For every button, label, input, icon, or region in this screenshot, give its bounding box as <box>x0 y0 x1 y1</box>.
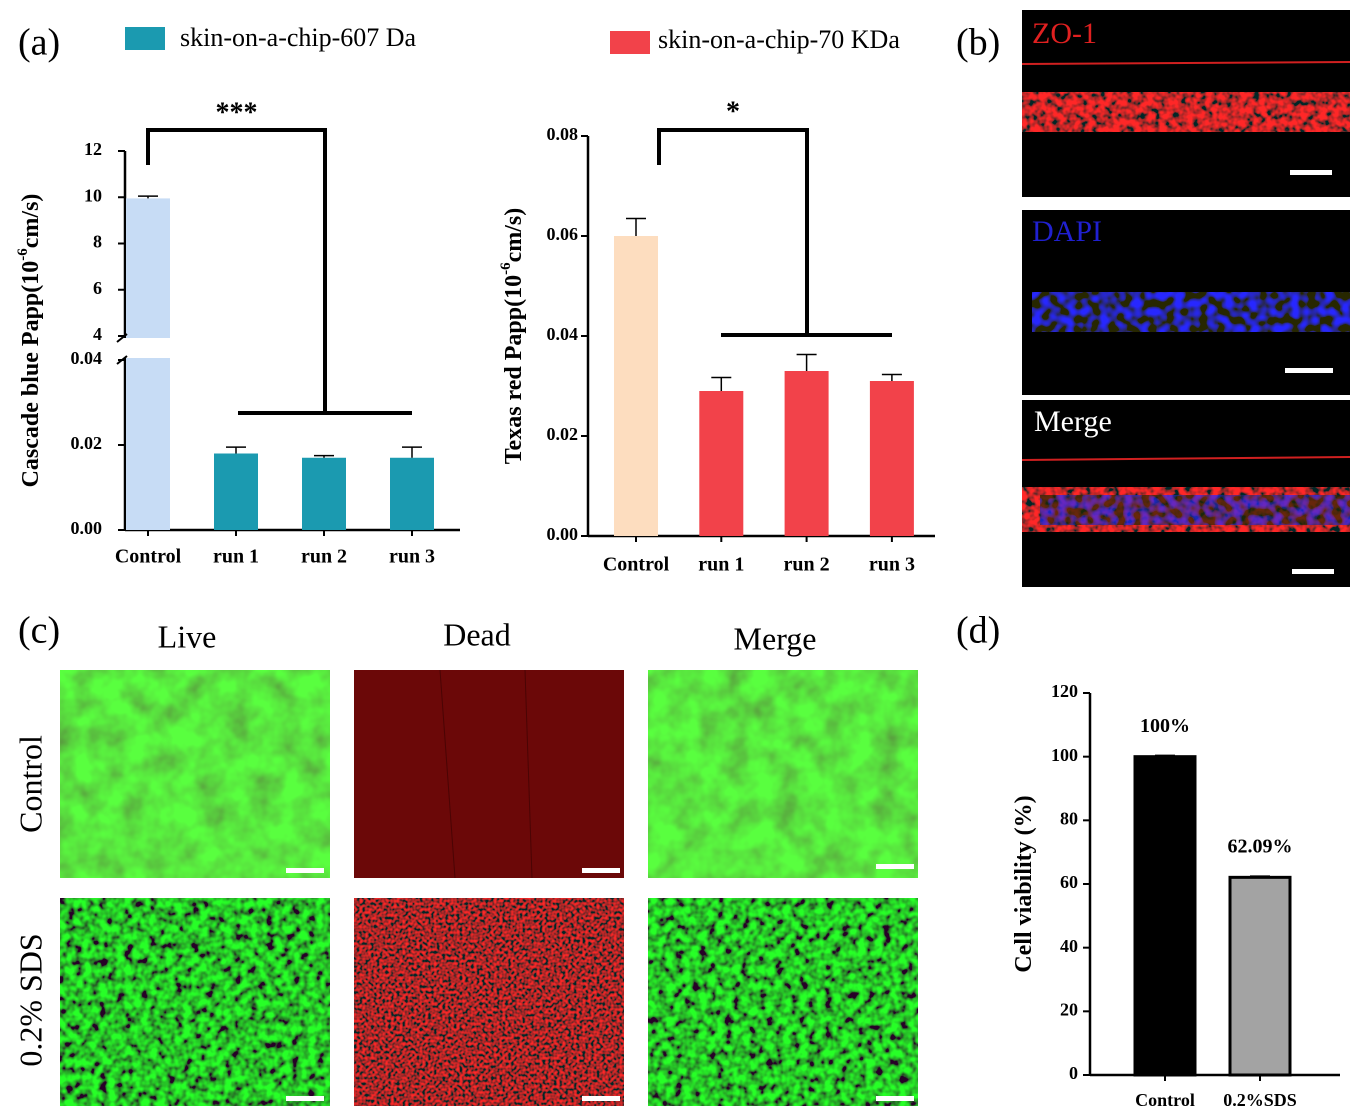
image-label: ZO-1 <box>1032 17 1097 50</box>
panel-label: (d) <box>956 610 1000 652</box>
x-tick-label: Control <box>1135 1090 1195 1110</box>
error-bar <box>1155 754 1175 757</box>
bar <box>214 453 258 530</box>
merge-image <box>1021 400 1351 587</box>
y-tick-label: 0.06 <box>547 224 579 244</box>
legend-label: skin-on-a-chip-607 Da <box>180 23 417 52</box>
x-tick-label: run 1 <box>698 554 744 576</box>
legend-swatch <box>610 31 650 54</box>
x-tick-label: run 3 <box>869 554 915 576</box>
y-axis-label: Cascade blue Papp(10-6cm/s) <box>15 194 43 488</box>
legend-label: skin-on-a-chip-70 KDa <box>658 25 900 54</box>
column-label: Dead <box>443 616 511 652</box>
y-axis-label: Cascade blue Papp(10-6cm/s) <box>15 194 43 488</box>
column-label: Live <box>158 618 217 654</box>
bar <box>1133 755 1197 1077</box>
y-label-sup: -6 <box>498 262 514 275</box>
x-tick-label: 0.2%SDS <box>1223 1090 1297 1110</box>
image-label: Merge <box>1034 405 1112 438</box>
y-axis-label: Cell viability (%) <box>1011 795 1037 972</box>
y-tick-label: 0.04 <box>71 348 103 368</box>
y-tick-label: 0.02 <box>71 433 103 453</box>
error-bar <box>314 454 334 458</box>
value-label: 100% <box>1140 715 1190 737</box>
column-label: Merge <box>734 620 817 656</box>
y-tick-label: 120 <box>1051 681 1078 701</box>
significance-label: * <box>726 96 740 127</box>
error-bar <box>796 353 817 371</box>
bar <box>784 371 829 536</box>
panel-label: (b) <box>956 22 1000 64</box>
y-label-text: cm/s) <box>501 208 527 263</box>
x-tick-label: Control <box>115 546 182 568</box>
live-dead-images <box>60 669 918 1106</box>
row-label: 0.2% SDS <box>12 933 48 1066</box>
bar <box>390 457 434 530</box>
y-tick-label: 80 <box>1060 808 1078 828</box>
y-axis-label: Cell viability (%) <box>1011 795 1037 972</box>
y-tick-label: 12 <box>84 139 102 159</box>
legend-swatch <box>125 27 165 50</box>
zo1-image <box>1021 10 1351 197</box>
x-tick-label: run 2 <box>784 554 830 576</box>
y-axis-label: Texas red Papp(10-6cm/s) <box>498 208 526 465</box>
axis-break <box>113 338 460 358</box>
panel-label: (a) <box>18 22 60 64</box>
significance-bracket <box>146 128 412 415</box>
bar <box>614 236 658 536</box>
x-tick-label: run 1 <box>213 546 259 568</box>
error-bar <box>226 446 246 454</box>
y-tick-label: 0.00 <box>71 518 103 538</box>
error-bar <box>1250 875 1270 878</box>
dapi-image <box>1022 210 1350 395</box>
bar <box>699 391 744 536</box>
y-label-text: Texas red Papp(10 <box>501 275 527 464</box>
significance-bracket <box>657 128 892 337</box>
significance-label: *** <box>216 97 258 128</box>
y-tick-label: 60 <box>1060 872 1078 892</box>
image-label: DAPI <box>1032 215 1102 248</box>
x-tick-label: Control <box>603 554 670 576</box>
bar <box>302 457 346 530</box>
error-bar <box>626 217 646 236</box>
y-tick-label: 0.04 <box>547 324 579 344</box>
y-label-sup: -6 <box>15 248 31 261</box>
y-tick-label: 40 <box>1060 936 1078 956</box>
value-label: 62.09% <box>1228 836 1293 858</box>
bar <box>869 381 914 536</box>
y-tick-label: 10 <box>84 185 102 205</box>
panel-label: (c) <box>18 610 60 652</box>
y-label-text: cm/s) <box>18 194 44 249</box>
y-label-text: Cascade blue Papp(10 <box>18 261 44 488</box>
y-tick-label: 0.02 <box>547 424 579 444</box>
error-bar <box>711 376 732 391</box>
y-tick-label: 8 <box>93 232 102 252</box>
x-tick-label: run 3 <box>389 546 435 568</box>
error-bar <box>138 195 158 199</box>
axis-break-mark <box>116 333 128 365</box>
error-bar <box>402 446 422 458</box>
y-tick-label: 0.00 <box>547 524 579 544</box>
y-tick-label: 0.08 <box>547 124 579 144</box>
bar <box>1228 875 1292 1077</box>
y-tick-label: 100 <box>1051 745 1078 765</box>
y-tick-label: 6 <box>93 278 102 298</box>
y-tick-label: 20 <box>1060 999 1078 1019</box>
y-label-text: Cell viability (%) <box>1011 795 1037 972</box>
y-axis-label: Texas red Papp(10-6cm/s) <box>498 208 526 465</box>
row-label: Control <box>12 735 48 833</box>
bar <box>126 198 170 530</box>
x-tick-label: run 2 <box>301 546 347 568</box>
y-tick-label: 4 <box>93 324 102 344</box>
y-tick-label: 0 <box>1069 1063 1078 1083</box>
error-bar <box>881 373 902 381</box>
